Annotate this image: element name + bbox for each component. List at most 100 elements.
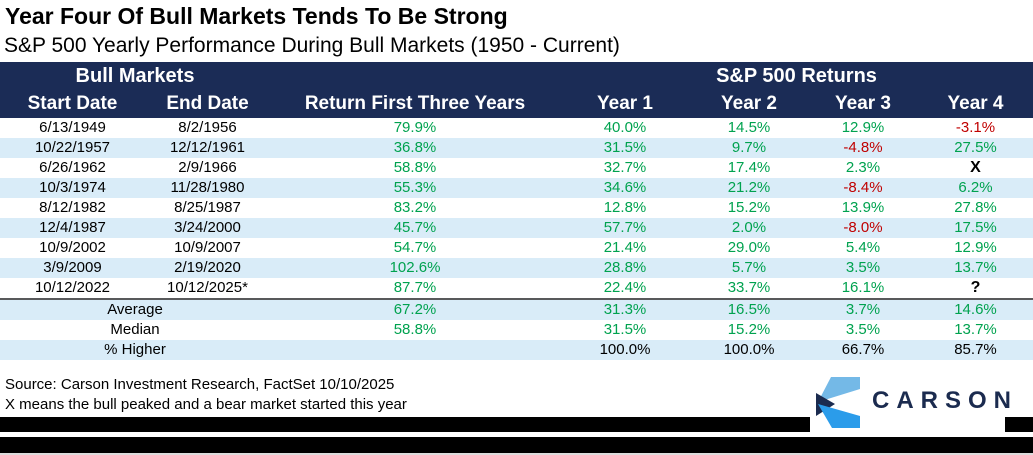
summary-row: Median 58.8% 31.5% 15.2% 3.5% 13.7% — [0, 320, 1033, 340]
redaction-bar — [0, 417, 810, 432]
year2-cell: 14.5% — [727, 119, 771, 136]
table-row: 10/22/1957 12/12/1961 36.8% 31.5% 9.7% -… — [0, 138, 1033, 158]
year1-cell: 31.5% — [603, 321, 647, 338]
year2-cell: 5.7% — [690, 258, 808, 278]
year2-cell: 16.5% — [690, 298, 808, 320]
year2-cell: 33.7% — [727, 279, 771, 296]
end-date-cell: 2/9/1966 — [178, 159, 237, 176]
return-first-three-years-cell: 58.8% — [393, 321, 437, 338]
summary-row: Average 67.2% 31.3% 16.5% 3.7% 14.6% — [0, 298, 1033, 320]
end-date-cell: 10/9/2007 — [174, 239, 241, 256]
year4-cell: 27.8% — [954, 199, 997, 216]
year3-cell: 16.1% — [841, 279, 885, 296]
footnote-text: X means the bull peaked and a bear marke… — [5, 396, 407, 413]
table-row: 8/12/1982 8/25/1987 83.2% 12.8% 15.2% 13… — [0, 198, 1033, 218]
year1-cell: 21.4% — [603, 239, 647, 256]
return-first-three-years-cell: 55.3% — [270, 178, 560, 198]
year3-cell: -8.4% — [808, 178, 918, 198]
summary-label: % Higher — [0, 340, 270, 360]
end-date-cell: 3/24/2000 — [145, 218, 270, 238]
source-text: Source: Carson Investment Research, Fact… — [5, 376, 395, 393]
year3-cell: 12.9% — [841, 119, 885, 136]
start-date-cell: 6/13/1949 — [39, 119, 106, 136]
return-first-three-years-cell: 58.8% — [393, 159, 437, 176]
carson-logo: CARSON — [810, 372, 1011, 433]
year4-cell: ? — [970, 279, 981, 296]
start-date-cell: 12/4/1987 — [0, 218, 145, 238]
year2-cell: 2.0% — [690, 218, 808, 238]
year4-cell: 13.7% — [954, 321, 997, 338]
table-row: 10/9/2002 10/9/2007 54.7% 21.4% 29.0% 5.… — [0, 238, 1033, 258]
year3-cell: 66.7% — [808, 340, 918, 360]
year4-cell: 12.9% — [954, 239, 997, 256]
year1-cell: 28.8% — [560, 258, 690, 278]
year3-cell: 5.4% — [845, 239, 881, 256]
summary-row: % Higher 100.0% 100.0% 66.7% 85.7% — [0, 340, 1033, 360]
year1-cell: 40.0% — [603, 119, 647, 136]
year3-cell: -8.0% — [808, 218, 918, 238]
bull-markets-table: Bull Markets S&P 500 Returns Start Date … — [0, 62, 1033, 360]
year2-cell: 17.4% — [727, 159, 771, 176]
bottom-divider — [0, 453, 1033, 455]
year2-cell: 29.0% — [727, 239, 771, 256]
year1-cell: 31.5% — [560, 138, 690, 158]
table-row: 6/26/1962 2/9/1966 58.8% 32.7% 17.4% 2.3… — [0, 158, 1033, 178]
return-first-three-years-cell: 83.2% — [393, 199, 437, 216]
year3-cell: 2.3% — [845, 159, 881, 176]
year1-cell: 22.4% — [603, 279, 647, 296]
column-header-year2: Year 2 — [690, 90, 808, 118]
year1-cell: 57.7% — [560, 218, 690, 238]
start-date-cell: 10/12/2022 — [34, 279, 111, 296]
column-header-year4: Year 4 — [918, 90, 1033, 118]
end-date-cell: 11/28/1980 — [145, 178, 270, 198]
return-first-three-years-cell: 102.6% — [270, 258, 560, 278]
year1-cell: 12.8% — [603, 199, 647, 216]
page-subtitle: S&P 500 Yearly Performance During Bull M… — [4, 34, 620, 57]
year3-cell: 3.7% — [808, 298, 918, 320]
return-first-three-years-cell: 45.7% — [270, 218, 560, 238]
year3-cell: 3.5% — [808, 258, 918, 278]
group-header-bull-markets: Bull Markets — [0, 62, 270, 90]
year1-cell: 34.6% — [560, 178, 690, 198]
year3-cell: -4.8% — [808, 138, 918, 158]
year1-cell: 32.7% — [603, 159, 647, 176]
year2-cell: 15.2% — [727, 199, 771, 216]
year3-cell: 3.5% — [845, 321, 881, 338]
column-header-return-first-three-years: Return First Three Years — [270, 90, 560, 118]
start-date-cell: 8/12/1982 — [39, 199, 106, 216]
column-header-year1: Year 1 — [560, 90, 690, 118]
year4-cell: 14.6% — [918, 298, 1033, 320]
column-header-end-date: End Date — [145, 90, 270, 118]
column-header-row: Start Date End Date Return First Three Y… — [0, 90, 1033, 118]
year4-cell: 13.7% — [918, 258, 1033, 278]
return-first-three-years-cell: 36.8% — [270, 138, 560, 158]
year2-cell: 21.2% — [690, 178, 808, 198]
column-header-start-date: Start Date — [0, 90, 145, 118]
group-header-spacer — [270, 62, 560, 90]
year1-cell: 100.0% — [560, 340, 690, 360]
end-date-cell: 12/12/1961 — [145, 138, 270, 158]
year4-cell: 6.2% — [918, 178, 1033, 198]
column-header-year3: Year 3 — [808, 90, 918, 118]
carson-chevron-icon — [816, 377, 860, 428]
page-title: Year Four Of Bull Markets Tends To Be St… — [5, 3, 508, 29]
summary-label: Average — [0, 298, 270, 320]
return-first-three-years-cell — [270, 340, 560, 360]
return-first-three-years-cell: 54.7% — [393, 239, 437, 256]
summary-label: Median — [110, 321, 160, 338]
group-header-sp500-returns: S&P 500 Returns — [560, 62, 1033, 90]
table-row: 10/12/2022 10/12/2025* 87.7% 22.4% 33.7%… — [0, 278, 1033, 299]
table-header: Bull Markets S&P 500 Returns Start Date … — [0, 62, 1033, 118]
year2-cell: 9.7% — [690, 138, 808, 158]
start-date-cell: 10/22/1957 — [0, 138, 145, 158]
end-date-cell: 2/19/2020 — [145, 258, 270, 278]
year3-cell: 13.9% — [841, 199, 885, 216]
return-first-three-years-cell: 79.9% — [393, 119, 437, 136]
table-body: 6/13/1949 8/2/1956 79.9% 40.0% 14.5% 12.… — [0, 118, 1033, 299]
return-first-three-years-cell: 67.2% — [270, 298, 560, 320]
group-header-row: Bull Markets S&P 500 Returns — [0, 62, 1033, 90]
year4-cell: 17.5% — [918, 218, 1033, 238]
year4-cell: 85.7% — [918, 340, 1033, 360]
start-date-cell: 3/9/2009 — [0, 258, 145, 278]
